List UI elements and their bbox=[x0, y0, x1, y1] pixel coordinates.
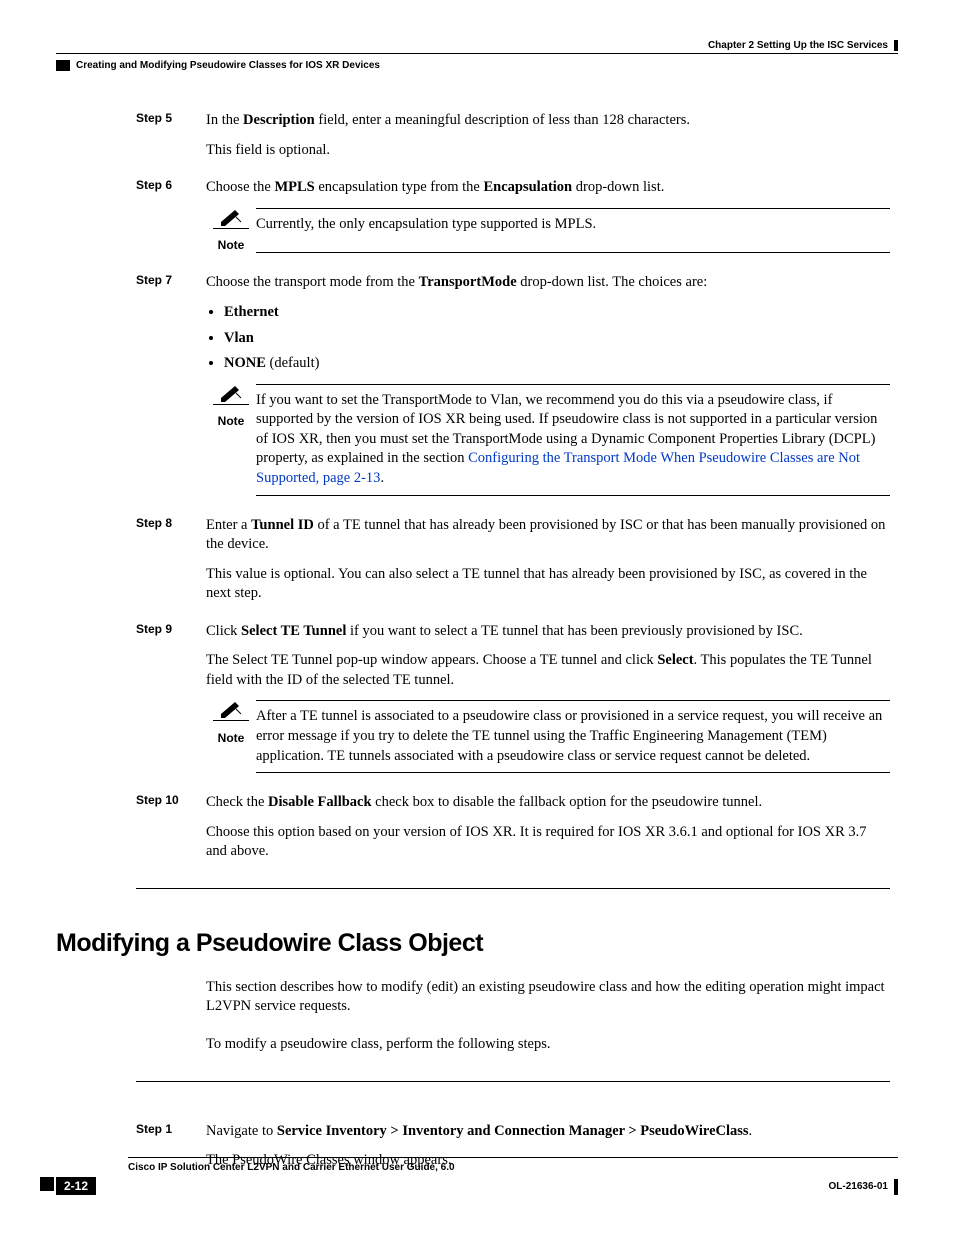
note-text: Currently, the only encapsulation type s… bbox=[256, 208, 890, 254]
step-row: Step 7Choose the transport mode from the… bbox=[136, 273, 890, 507]
section-paragraph-row: To modify a pseudowire class, perform th… bbox=[136, 1035, 890, 1065]
page-number-badge: 2-12 bbox=[56, 1177, 96, 1195]
step-label: Step 8 bbox=[136, 516, 206, 614]
step-label: Step 5 bbox=[136, 111, 206, 170]
note-block: NoteIf you want to set the TransportMode… bbox=[206, 384, 890, 496]
section-paragraph-row: This section describes how to modify (ed… bbox=[136, 978, 890, 1027]
step-label: Step 10 bbox=[136, 793, 206, 872]
bullet-list: Ethernet Vlan NONE (default) bbox=[206, 303, 890, 374]
step-row: Step 5In the Description field, enter a … bbox=[136, 111, 890, 170]
section-paragraph: To modify a pseudowire class, perform th… bbox=[206, 1035, 890, 1055]
section-paragraph: This section describes how to modify (ed… bbox=[206, 978, 890, 1017]
note-label: Note bbox=[206, 237, 256, 253]
note-text: After a TE tunnel is associated to a pse… bbox=[256, 700, 890, 773]
step-paragraph: This field is optional. bbox=[206, 141, 890, 161]
bullet-item: NONE (default) bbox=[224, 354, 890, 374]
section-header: Creating and Modifying Pseudowire Classe… bbox=[56, 60, 898, 71]
section-heading: Modifying a Pseudowire Class Object bbox=[56, 929, 898, 958]
section-intro-rule bbox=[136, 1081, 890, 1082]
step-paragraph: Choose this option based on your version… bbox=[206, 823, 890, 862]
note-pen-icon bbox=[213, 384, 249, 405]
note-label: Note bbox=[206, 413, 256, 429]
step-paragraph: Choose the transport mode from the Trans… bbox=[206, 273, 890, 293]
bullet-item: Vlan bbox=[224, 329, 890, 349]
note-label: Note bbox=[206, 730, 256, 746]
step-label: Step 6 bbox=[136, 178, 206, 265]
step-paragraph: In the Description field, enter a meanin… bbox=[206, 111, 890, 131]
footer-doc-id: OL-21636-01 bbox=[829, 1179, 898, 1195]
section-end-rule bbox=[136, 888, 890, 889]
step-label: Step 7 bbox=[136, 273, 206, 507]
step-paragraph: Choose the MPLS encapsulation type from … bbox=[206, 178, 890, 198]
step-paragraph: This value is optional. You can also sel… bbox=[206, 565, 890, 604]
chapter-header: Chapter 2 Setting Up the ISC Services bbox=[708, 40, 898, 51]
footer-doc-title: Cisco IP Solution Center L2VPN and Carri… bbox=[128, 1162, 455, 1173]
step-paragraph: Enter a Tunnel ID of a TE tunnel that ha… bbox=[206, 516, 890, 555]
note-block: NoteCurrently, the only encapsulation ty… bbox=[206, 208, 890, 254]
note-pen-icon bbox=[213, 208, 249, 229]
step-row: Step 8Enter a Tunnel ID of a TE tunnel t… bbox=[136, 516, 890, 614]
step-paragraph: The Select TE Tunnel pop-up window appea… bbox=[206, 651, 890, 690]
step-row: Step 9Click Select TE Tunnel if you want… bbox=[136, 622, 890, 785]
step-paragraph: Click Select TE Tunnel if you want to se… bbox=[206, 622, 890, 642]
step-paragraph: Navigate to Service Inventory > Inventor… bbox=[206, 1122, 890, 1142]
step-paragraph: Check the Disable Fallback check box to … bbox=[206, 793, 890, 813]
note-pen-icon bbox=[213, 700, 249, 721]
step-label: Step 9 bbox=[136, 622, 206, 785]
step-row: Step 10Check the Disable Fallback check … bbox=[136, 793, 890, 872]
bullet-item: Ethernet bbox=[224, 303, 890, 323]
note-block: NoteAfter a TE tunnel is associated to a… bbox=[206, 700, 890, 773]
note-text: If you want to set the TransportMode to … bbox=[256, 384, 890, 496]
step-row: Step 6Choose the MPLS encapsulation type… bbox=[136, 178, 890, 265]
